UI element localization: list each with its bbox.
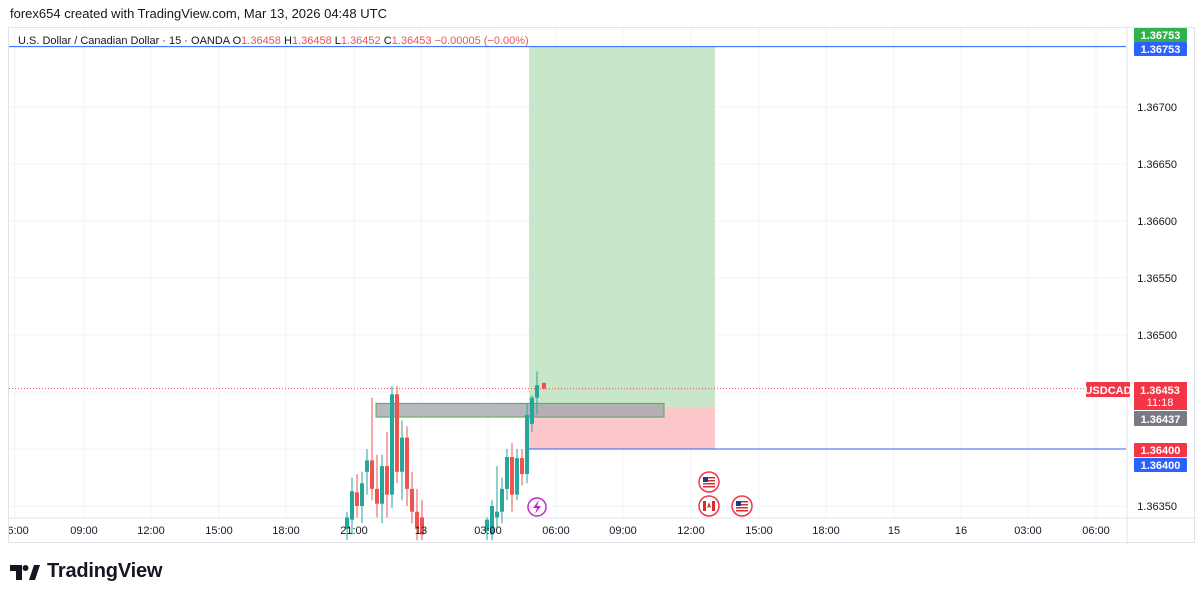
entry-price-label: 1.36437	[1141, 414, 1181, 426]
price-axis-tick-label: 1.36350	[1137, 501, 1177, 513]
candle-body	[420, 517, 424, 535]
candle-body	[535, 385, 539, 398]
ohlc-low-label: L	[335, 35, 341, 47]
target-price-label-blue-bg	[1134, 42, 1187, 56]
time-axis-tick-label: 18:00	[812, 525, 840, 537]
symbol-tag-label: USDCAD	[1084, 385, 1131, 397]
candle-body	[395, 394, 399, 472]
stop-price-label-blue: 1.36400	[1141, 460, 1181, 472]
tradingview-brand: TradingView	[47, 560, 163, 582]
candle-body	[490, 506, 494, 535]
stop-price-label-red: 1.36400	[1141, 445, 1181, 457]
target-price-label-blue: 1.36753	[1141, 44, 1181, 56]
candle-body	[360, 483, 364, 506]
long-position-profit-zone	[529, 46, 715, 407]
price-axis-tick-label: 1.36500	[1137, 330, 1177, 342]
candle-body	[410, 488, 414, 512]
time-axis-tick-label: 09:00	[609, 525, 637, 537]
tradingview-logo: TradingView	[10, 560, 162, 583]
candle-body	[415, 511, 419, 529]
target-price-label-green: 1.36753	[1141, 30, 1181, 42]
price-axis-tick-label: 1.36650	[1137, 159, 1177, 171]
canada-flag-event-icon[interactable]	[698, 495, 720, 517]
ohlc-close-value: 1.36453	[392, 35, 435, 47]
symbol-name: U.S. Dollar / Canadian Dollar · 15 · OAN…	[18, 35, 233, 47]
entry-price-label-bg	[1134, 411, 1187, 426]
candle-body	[525, 414, 529, 475]
ohlc-close-label: C	[384, 35, 392, 47]
symbol-tag-label-bg	[1086, 382, 1130, 397]
zone-rectangle	[375, 402, 665, 418]
candle-body	[380, 466, 384, 504]
last-price-label: 1.36453	[1140, 385, 1180, 397]
candle-body	[390, 394, 394, 495]
candle-body	[510, 456, 514, 495]
price-axis-tick-label: 1.36550	[1137, 273, 1177, 285]
candle-body	[350, 491, 354, 520]
candle-body	[365, 460, 369, 472]
candle-body	[530, 397, 534, 424]
price-axis-tick-label: 1.36700	[1137, 102, 1177, 114]
time-axis-tick-label: 12:00	[137, 525, 165, 537]
ohlc-open-label: O	[233, 35, 242, 47]
candle-body	[400, 437, 404, 472]
candle-body	[505, 456, 509, 489]
time-axis-tick-label: 18:00	[272, 525, 300, 537]
candle-body	[485, 519, 489, 532]
tradingview-logo-icon	[10, 564, 40, 580]
last-price-label-bg	[1134, 382, 1187, 410]
candle-body	[495, 511, 499, 518]
ohlc-low-value: 1.36452	[341, 35, 384, 47]
time-axis-tick-label: 12:00	[677, 525, 705, 537]
stop-price-label-blue-bg	[1134, 458, 1187, 472]
candle-body	[515, 458, 519, 495]
time-axis-tick-label: 06:00	[9, 525, 29, 537]
chart-attribution: forex654 created with TradingView.com, M…	[10, 6, 387, 21]
ohlc-change-value: −0.00005 (−0.00%)	[435, 35, 529, 47]
candle-body	[355, 492, 359, 506]
price-chart[interactable]: U.S. Dollar / Canadian Dollar · 15 · OAN…	[9, 28, 1196, 544]
ohlc-open-value: 1.36458	[241, 35, 284, 47]
candle-body	[345, 517, 349, 529]
ohlc-high-value: 1.36458	[292, 35, 335, 47]
stop-price-label-red-bg	[1134, 443, 1187, 457]
time-axis-tick-label: 13	[415, 525, 427, 537]
countdown-label: 11:18	[1147, 397, 1174, 409]
symbol-legend: U.S. Dollar / Canadian Dollar · 15 · OAN…	[18, 35, 529, 47]
us-flag-event-icon-2[interactable]	[731, 495, 753, 517]
time-axis-tick-label: 15	[888, 525, 900, 537]
candle-body	[385, 466, 389, 495]
candle-body	[370, 460, 374, 489]
time-axis-tick-label: 09:00	[70, 525, 98, 537]
candle-body	[375, 488, 379, 504]
time-axis-tick-label: 06:00	[542, 525, 570, 537]
lightning-event-icon[interactable]	[527, 497, 547, 517]
time-axis-tick-label: 16	[955, 525, 967, 537]
candle-body	[542, 382, 546, 389]
chart-frame: U.S. Dollar / Canadian Dollar · 15 · OAN…	[8, 27, 1196, 544]
ohlc-high-label: H	[284, 35, 292, 47]
time-axis-tick-label: 03:00	[1014, 525, 1042, 537]
time-axis-tick-label: 06:00	[1082, 525, 1110, 537]
candle-body	[500, 488, 504, 512]
target-price-label-green-bg	[1134, 28, 1187, 42]
time-axis-tick-label: 15:00	[745, 525, 773, 537]
us-flag-event-icon[interactable]	[698, 471, 720, 493]
candle-body	[520, 458, 524, 475]
time-axis-tick-label: 21:00	[340, 525, 368, 537]
time-axis-tick-label: 03:00	[474, 525, 502, 537]
candle-body	[405, 437, 409, 489]
time-axis-tick-label: 15:00	[205, 525, 233, 537]
price-axis-tick-label: 1.36600	[1137, 216, 1177, 228]
